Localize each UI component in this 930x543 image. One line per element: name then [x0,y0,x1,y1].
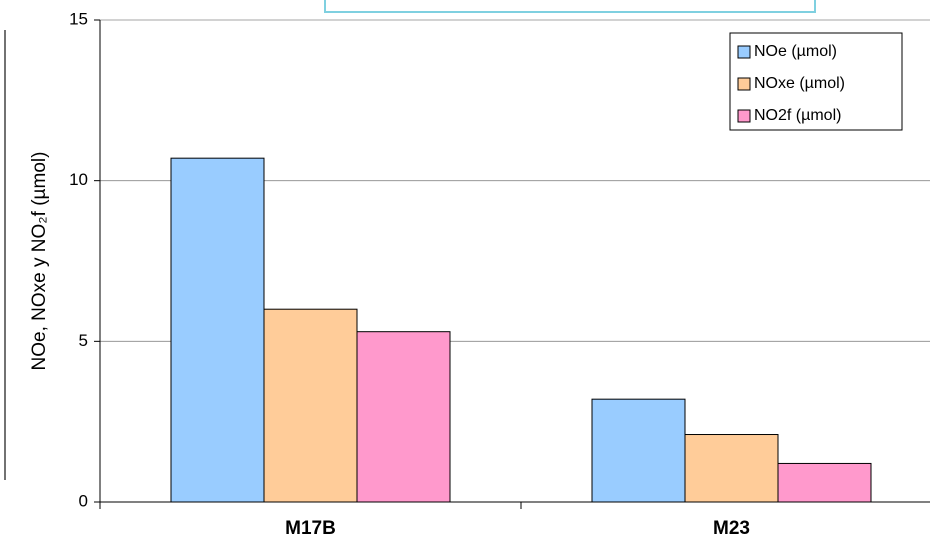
y-tick-label: 15 [69,9,88,28]
bar [777,462,872,503]
y-tick-label: 0 [79,491,88,510]
bar [591,398,686,503]
x-tick-label: M23 [713,518,750,539]
legend-label: NOxe (µmol) [754,75,845,92]
legend-swatch [737,77,751,91]
legend-label: NO2f (µmol) [754,107,841,124]
legend-swatch [737,109,751,123]
bar [263,308,358,503]
y-tick-label: 10 [69,170,88,189]
legend-swatch [737,45,751,59]
legend-box [729,32,903,131]
y-axis-label: NOe, NOxe y NO₂f (µmol) [29,152,50,371]
x-tick-label: M17B [285,518,336,539]
legend-label: NOe (µmol) [754,43,837,60]
title-box-fragment [324,0,816,13]
bar [170,157,265,503]
bar [684,434,779,503]
y-tick-label: 5 [79,331,88,350]
bar [356,331,451,503]
